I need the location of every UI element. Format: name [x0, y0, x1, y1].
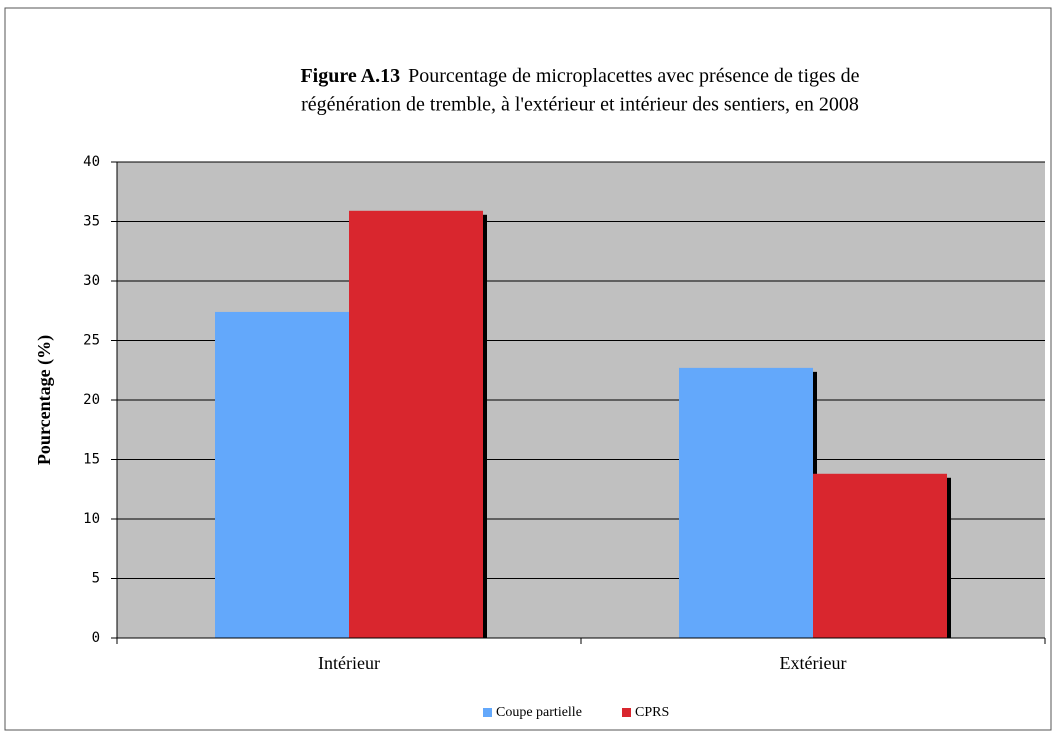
title-text: Pourcentage de microplacettes avec prése…	[408, 65, 860, 87]
x-tick-label: Extérieur	[780, 653, 847, 673]
legend-swatch	[483, 708, 492, 717]
y-tick-label: 5	[92, 571, 100, 587]
y-axis-label: Pourcentage (%)	[34, 335, 55, 465]
legend-label: Coupe partielle	[496, 705, 582, 720]
x-tick-label: Intérieur	[318, 653, 380, 673]
chart-title-line: régénération de tremble, à l'extérieur e…	[301, 94, 859, 116]
bar	[813, 473, 947, 638]
y-tick-label: 25	[83, 333, 100, 349]
bar	[679, 367, 813, 638]
y-tick-label: 40	[83, 154, 100, 170]
figure-label: Figure A.13	[300, 65, 400, 87]
y-tick-label: 10	[83, 511, 100, 527]
y-tick-label: 15	[83, 452, 100, 468]
legend-swatch	[622, 708, 631, 717]
bar	[215, 311, 349, 638]
y-tick-label: 30	[83, 273, 100, 289]
y-tick-label: 0	[92, 630, 100, 646]
chart-title-line: Figure A.13 Pourcentage de microplacettes…	[300, 65, 859, 87]
y-tick-label: 20	[83, 392, 100, 408]
legend-label: CPRS	[635, 705, 669, 720]
y-tick-label: 35	[83, 214, 100, 230]
bar	[349, 210, 483, 639]
